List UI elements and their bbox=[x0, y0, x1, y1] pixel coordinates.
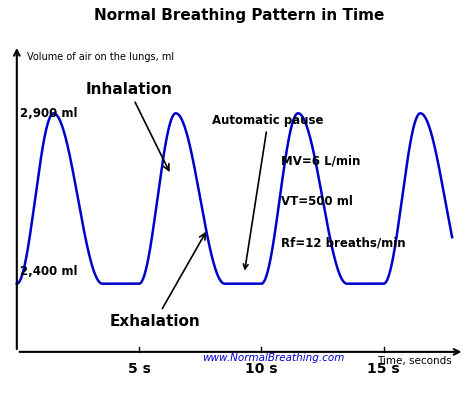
Text: Rf=12 breaths/min: Rf=12 breaths/min bbox=[281, 236, 406, 249]
Text: Automatic pause: Automatic pause bbox=[212, 113, 324, 269]
Text: Time, seconds: Time, seconds bbox=[377, 356, 452, 366]
Text: 2,400 ml: 2,400 ml bbox=[20, 265, 78, 278]
Text: 10 s: 10 s bbox=[245, 362, 278, 376]
Text: Inhalation: Inhalation bbox=[85, 82, 172, 170]
Title: Normal Breathing Pattern in Time: Normal Breathing Pattern in Time bbox=[94, 8, 384, 23]
Text: 15 s: 15 s bbox=[367, 362, 400, 376]
Text: 5 s: 5 s bbox=[128, 362, 151, 376]
Text: Volume of air on the lungs, ml: Volume of air on the lungs, ml bbox=[27, 52, 174, 62]
Text: VT=500 ml: VT=500 ml bbox=[281, 195, 353, 209]
Text: www.NormalBreathing.com: www.NormalBreathing.com bbox=[202, 353, 345, 363]
Text: MV=6 L/min: MV=6 L/min bbox=[281, 154, 360, 168]
Text: Exhalation: Exhalation bbox=[110, 233, 205, 329]
Text: 2,900 ml: 2,900 ml bbox=[20, 107, 78, 120]
